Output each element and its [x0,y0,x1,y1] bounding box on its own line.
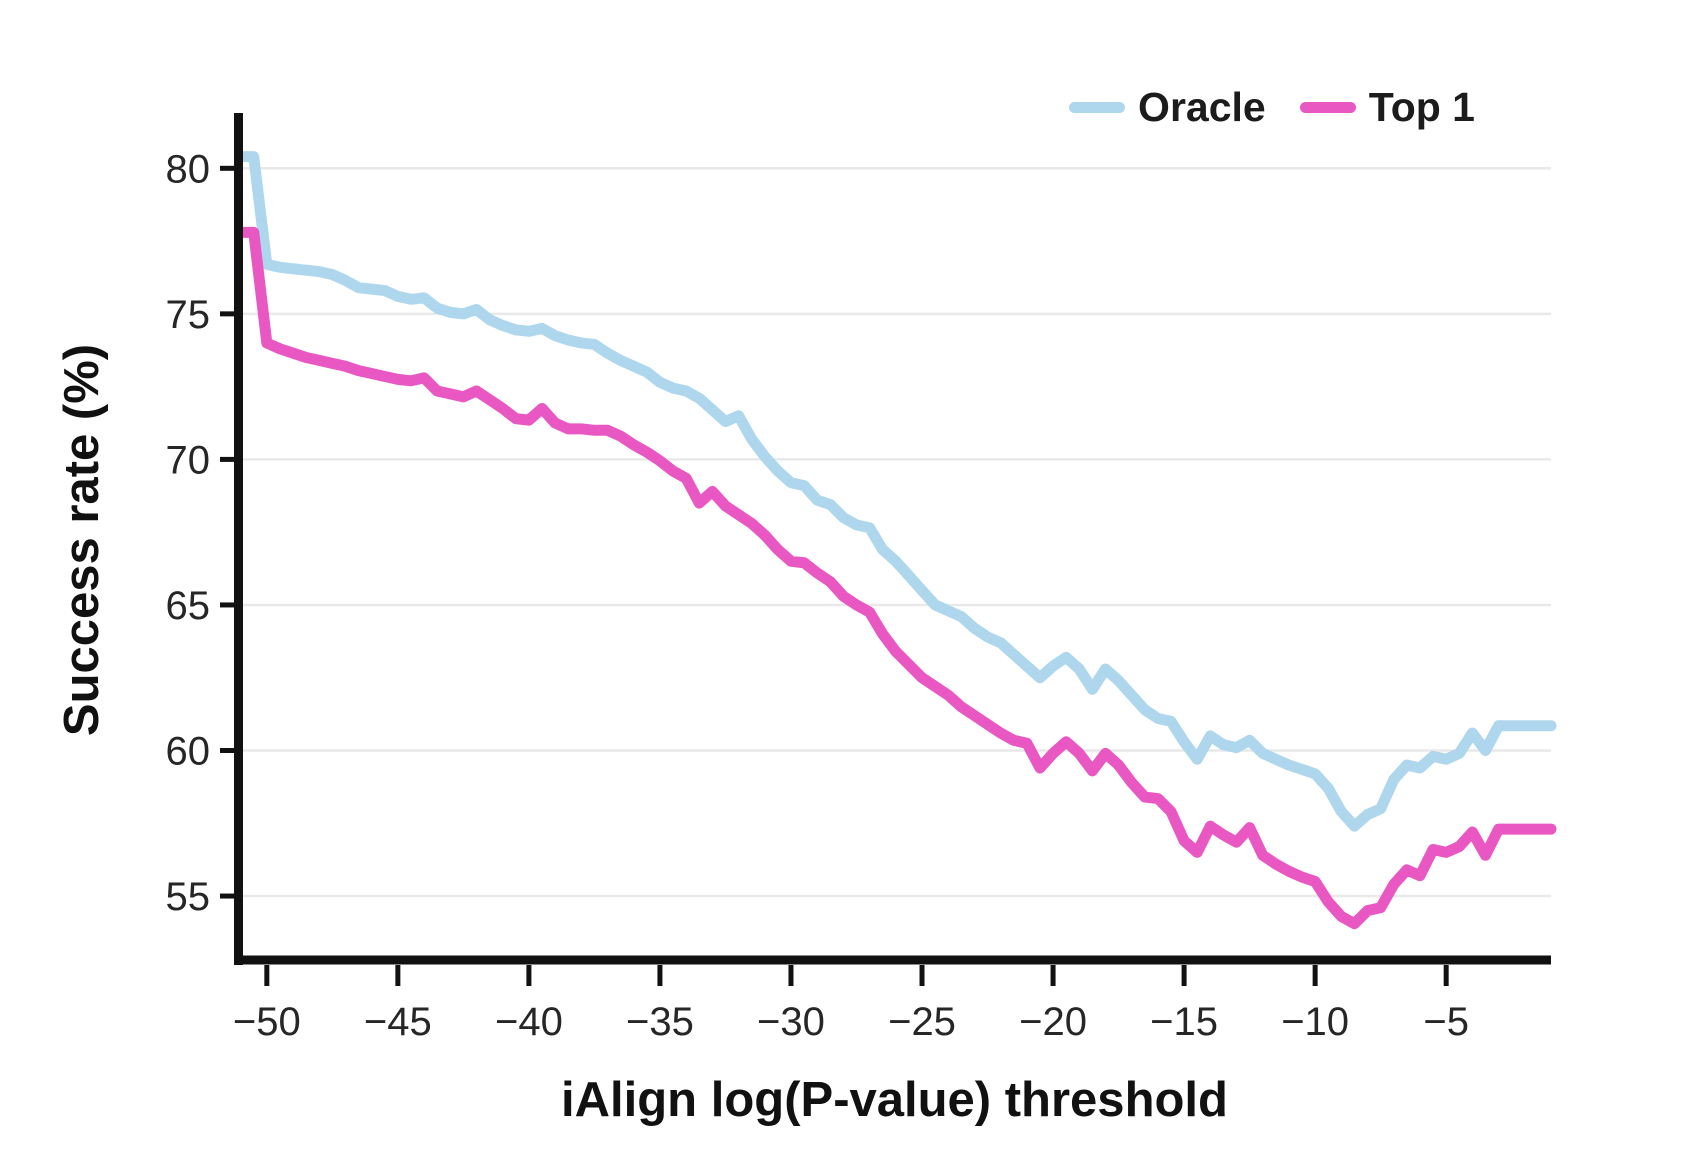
series-line-top1 [235,226,1557,930]
x-tick-label: −45 [364,1000,432,1044]
legend-item-oracle: Oracle [1069,84,1266,130]
top1-line-swatch-icon [1299,101,1356,113]
y-tick-label: 70 [166,438,211,482]
y-tick-label: 60 [166,730,211,774]
oracle-line-swatch-icon [1069,101,1126,113]
legend-label-top1: Top 1 [1368,84,1475,130]
y-tick-label: 65 [166,584,211,628]
y-tick-label: 75 [166,293,211,337]
y-tick-label: 80 [166,147,211,191]
x-tick-label: −30 [757,1000,825,1044]
x-tick-label: −20 [1019,1000,1087,1044]
x-tick-label: −35 [626,1000,694,1044]
x-tick-label: −25 [888,1000,956,1044]
legend-item-top1: Top 1 [1299,84,1475,130]
x-tick-label: −50 [233,1000,301,1044]
x-tick-label: −5 [1423,1000,1469,1044]
series-line-oracle [235,151,1557,832]
x-tick-label: −10 [1281,1000,1349,1044]
y-axis-title: Success rate (%) [55,343,109,737]
x-tick-label: −40 [495,1000,563,1044]
legend-label-oracle: Oracle [1138,84,1266,130]
legend: Oracle Top 1 [1069,84,1475,130]
x-tick-label: −15 [1150,1000,1218,1044]
x-axis-title: iAlign log(P-value) threshold [561,1073,1228,1127]
y-tick-label: 55 [166,875,211,919]
